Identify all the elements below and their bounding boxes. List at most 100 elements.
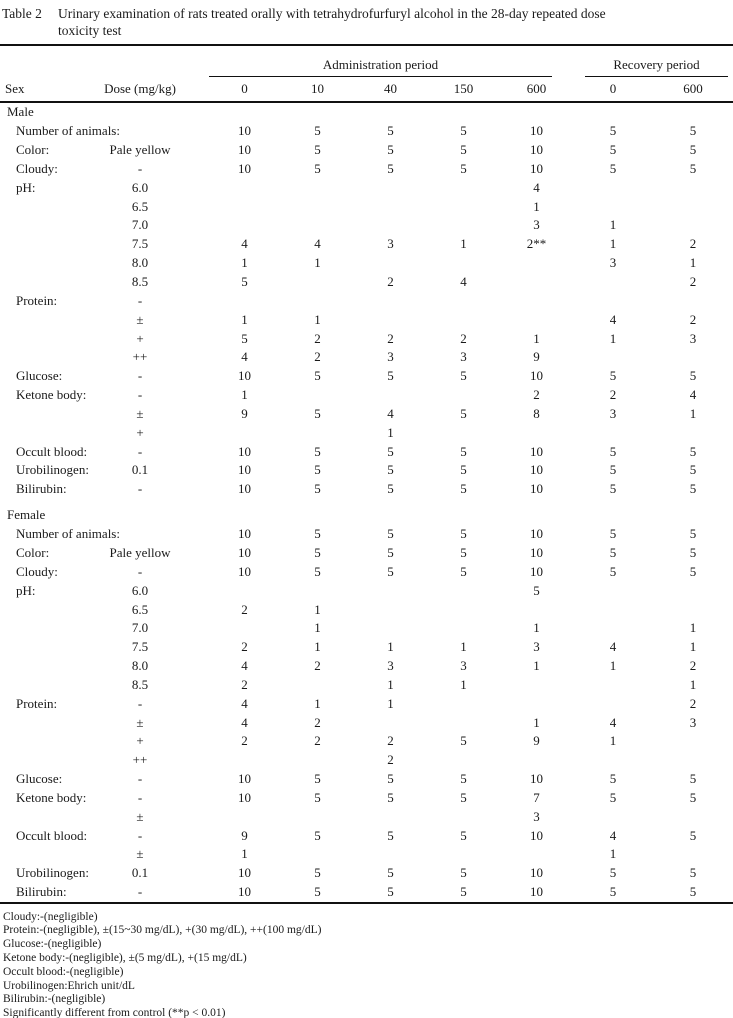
count-cell — [354, 216, 427, 235]
count-cell: 4 — [241, 349, 248, 365]
table-row: Glucose: - 10 5 5 5 10 5 5 — [0, 770, 733, 789]
count-cell — [427, 619, 500, 638]
count-cell: 5 — [314, 789, 321, 805]
count-cell: 3 — [387, 658, 394, 674]
count-cell: 5 — [314, 865, 321, 881]
parameter-label — [0, 600, 72, 619]
table-row: +5 2 2 2 1 1 3 — [0, 329, 733, 348]
header-group-row: Administration period Recovery period — [0, 45, 733, 77]
parameter-label — [0, 423, 72, 442]
count-cell: 5 — [609, 789, 617, 805]
grade-value: - — [137, 695, 143, 711]
table-row: Bilirubin: - 10 5 5 5 10 5 5 — [0, 480, 733, 499]
count-cell — [500, 423, 573, 442]
count-cell — [427, 713, 500, 732]
count-cell: 5 — [460, 142, 467, 158]
count-cell: 5 — [609, 443, 617, 459]
grade-value: 0.1 — [131, 865, 149, 881]
count-cell — [281, 807, 354, 826]
count-cell: 4 — [241, 714, 248, 730]
grade-value: - — [137, 481, 143, 497]
count-cell — [427, 423, 500, 442]
count-cell: 2 — [314, 733, 321, 749]
grade-value: ± — [136, 808, 144, 824]
parameter-label: Cloudy: — [16, 160, 58, 176]
parameter-label — [0, 675, 72, 694]
table-row: +1 — [0, 423, 733, 442]
count-cell — [281, 423, 354, 442]
count-cell: 1 — [609, 846, 617, 862]
count-cell: 5 — [609, 771, 617, 787]
count-cell — [281, 751, 354, 770]
column-header-admin-600: 600 — [500, 77, 573, 103]
count-cell: 5 — [387, 771, 394, 787]
parameter-label: Urobilinogen: — [16, 865, 89, 881]
count-cell: 9 — [241, 405, 248, 421]
section-label: Male — [7, 104, 34, 120]
count-cell — [427, 694, 500, 713]
parameter-label — [0, 405, 72, 424]
count-cell: 5 — [241, 274, 248, 290]
footnote-line: Cloudy:-(negligible) — [3, 910, 98, 923]
count-cell: 2 — [241, 601, 248, 617]
count-cell: 3 — [689, 714, 697, 730]
count-cell — [208, 178, 281, 197]
count-cell: 10 — [530, 563, 543, 579]
count-cell: 5 — [460, 827, 467, 843]
table-row: Glucose: - 10 5 5 5 10 5 5 — [0, 367, 733, 386]
count-cell — [653, 197, 733, 216]
count-cell: 3 — [689, 330, 697, 346]
grade-value: 7.0 — [131, 620, 149, 636]
count-cell: 4 — [609, 827, 617, 843]
administration-period-group: Administration period — [208, 45, 573, 77]
footnote-line: Bilirubin:-(negligible) — [3, 993, 106, 1006]
count-cell: 2 — [387, 274, 394, 290]
count-cell — [653, 216, 733, 235]
footnote-line: Urobilinogen:Ehrich unit/dL — [3, 979, 135, 992]
count-cell: 1 — [609, 658, 617, 674]
count-cell: 5 — [460, 160, 467, 176]
count-cell: 5 — [609, 544, 617, 560]
count-cell: 2 — [689, 274, 697, 290]
count-cell: 10 — [238, 884, 251, 900]
count-cell: 3 — [609, 255, 617, 271]
table-row: ±1 1 4 2 — [0, 310, 733, 329]
count-cell: 10 — [238, 123, 251, 139]
table-caption: Urinary examination of rats treated oral… — [58, 6, 606, 38]
count-cell: 5 — [609, 462, 617, 478]
count-cell: 9 — [533, 733, 540, 749]
parameter-label: Urobilinogen: — [16, 462, 89, 478]
count-cell: 10 — [530, 771, 543, 787]
count-cell: 4 — [241, 658, 248, 674]
grade-value: ± — [136, 405, 144, 421]
count-cell — [354, 845, 427, 864]
count-cell — [573, 423, 653, 442]
count-cell — [427, 197, 500, 216]
parameter-label — [0, 751, 72, 770]
table-row: Occult blood: - 10 5 5 5 10 5 5 — [0, 442, 733, 461]
table-row: 7.0 3 1 — [0, 216, 733, 235]
count-cell: 9 — [533, 349, 540, 365]
count-cell: 1 — [689, 676, 697, 692]
count-cell — [281, 386, 354, 405]
count-cell: 5 — [314, 160, 321, 176]
count-cell: 5 — [314, 123, 321, 139]
count-cell: 5 — [460, 563, 467, 579]
grade-value: - — [137, 884, 143, 900]
count-cell — [500, 694, 573, 713]
count-cell: 4 — [460, 274, 467, 290]
count-cell: 1 — [609, 330, 617, 346]
count-cell: 2 — [460, 330, 467, 346]
grade-value: 8.0 — [131, 255, 149, 271]
parameter-label — [0, 807, 72, 826]
grade-value: + — [136, 733, 144, 749]
count-cell — [573, 694, 653, 713]
count-cell: 5 — [689, 481, 697, 497]
count-cell: 5 — [387, 563, 394, 579]
urinary-examination-table: Administration period Recovery period Se… — [0, 44, 733, 904]
count-cell: 5 — [689, 563, 697, 579]
table-row: 6.5 2 1 — [0, 600, 733, 619]
count-cell — [208, 423, 281, 442]
count-cell — [354, 807, 427, 826]
table-row: 7.5 2 1 1 1 3 4 1 — [0, 638, 733, 657]
